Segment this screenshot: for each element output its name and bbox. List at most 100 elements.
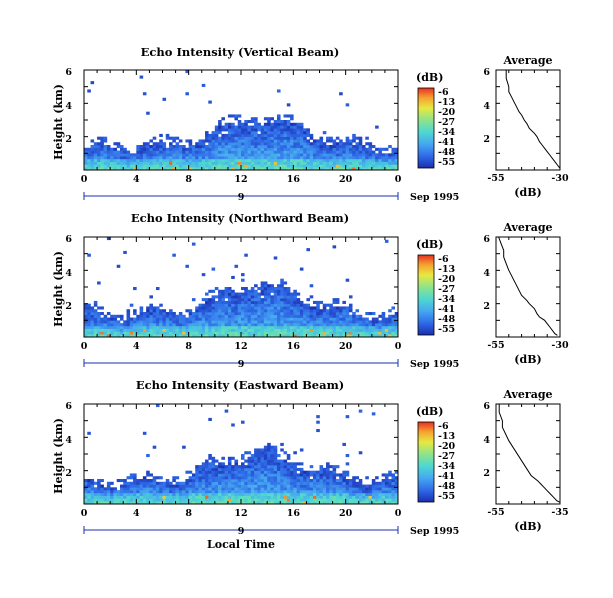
heatmap-cell (218, 147, 222, 151)
heatmap-cell (283, 476, 288, 480)
heatmap-cell (208, 317, 212, 321)
heatmap-cell (319, 314, 324, 318)
heatmap-cell (257, 303, 261, 307)
heatmap-cell (276, 136, 281, 140)
heatmap-cell (348, 328, 353, 332)
heatmap-cell (247, 495, 252, 499)
heatmap-cell (162, 323, 167, 327)
heatmap-cell (391, 306, 396, 310)
heatmap-cell (309, 487, 314, 491)
heatmap-cell (273, 456, 278, 460)
heatmap-cell (250, 325, 255, 329)
heatmap-cell (371, 492, 376, 496)
heatmap-cell (283, 473, 288, 477)
heatmap-cell (244, 323, 248, 327)
heatmap-cell (273, 459, 278, 463)
heatmap-cell (178, 164, 183, 168)
heatmap-cell (234, 320, 239, 324)
heatmap-cell (201, 139, 206, 143)
heatmap-cell (306, 150, 310, 154)
heatmap-cell (293, 156, 297, 160)
x-tick-label: 20 (339, 341, 353, 352)
heatmap-cell (299, 470, 304, 474)
heatmap-cell (342, 158, 346, 162)
heatmap-cell (84, 325, 88, 329)
heatmap-cell (342, 312, 346, 316)
heatmap-cell (312, 495, 317, 499)
heatmap-cell (142, 156, 147, 160)
heatmap-cell (257, 125, 261, 129)
heatmap-cell (299, 139, 304, 143)
heatmap-cell (175, 156, 180, 160)
heatmap-cell (155, 323, 160, 327)
heatmap-cell (263, 456, 268, 460)
heatmap-cell (191, 147, 196, 151)
heatmap-cell (329, 470, 333, 474)
heatmap-cell (312, 142, 317, 146)
heatmap-cell (244, 298, 248, 302)
heatmap-cell (149, 328, 153, 332)
heatmap-cell (142, 312, 147, 316)
heatmap-cell (159, 498, 163, 502)
heatmap-cell (247, 465, 252, 469)
heatmap-cell (270, 473, 275, 477)
heatmap-cell (339, 487, 343, 491)
heatmap-cell (276, 117, 281, 121)
heatmap-cell (201, 331, 206, 335)
heatmap-cell (260, 490, 265, 494)
heatmap-cell (254, 467, 258, 471)
heatmap-cell (208, 153, 212, 157)
heatmap-cell (263, 145, 268, 149)
heatmap-cell (306, 139, 310, 143)
heatmap-cell (316, 317, 320, 321)
heatmap-cell (375, 487, 379, 491)
heatmap-cell (201, 161, 206, 165)
heatmap-cell (355, 476, 360, 480)
heatmap-cell (365, 498, 369, 502)
heatmap-cell (155, 314, 160, 318)
heatmap-cell (381, 158, 386, 162)
heatmap-cell (280, 470, 284, 474)
heatmap-cell (312, 164, 317, 168)
heatmap-cell (286, 164, 291, 168)
heatmap-cell (254, 462, 258, 466)
heatmap-cell (149, 164, 153, 168)
heatmap-cell (362, 156, 366, 160)
heatmap-cell (221, 470, 225, 474)
heatmap-cell (368, 161, 373, 165)
heatmap-cell (224, 145, 229, 149)
heatmap-cell (280, 328, 284, 332)
heatmap-cell (322, 490, 327, 494)
heatmap-cell (205, 331, 209, 335)
heatmap-cell (394, 320, 399, 324)
heatmap-cell (241, 122, 245, 126)
heatmap-cell (332, 487, 337, 491)
heatmap-cell (283, 298, 288, 302)
heatmap-cell (244, 465, 248, 469)
heatmap-cell (227, 131, 232, 135)
heatmap-cell (283, 120, 288, 124)
heatmap-cell (218, 309, 222, 313)
heatmap-cell (188, 139, 193, 143)
heatmap-cell (381, 473, 386, 477)
heatmap-cell (113, 331, 118, 335)
heatmap-cell (368, 487, 373, 491)
heatmap-cell (195, 323, 199, 327)
heatmap-cell (152, 484, 157, 488)
heatmap-cell (276, 320, 281, 324)
heatmap-cell (178, 490, 183, 494)
heatmap-cell (316, 334, 320, 338)
heatmap-cell (221, 303, 225, 307)
heatmap-cell (260, 158, 265, 162)
heatmap-cell (280, 312, 284, 316)
heatmap-cell (211, 131, 216, 135)
heatmap-cell (293, 158, 297, 162)
heatmap-cell (348, 142, 353, 146)
heatmap-cell (303, 158, 307, 162)
heatmap-cell (211, 484, 216, 488)
heatmap-cell (185, 92, 189, 96)
heatmap-cell (276, 298, 281, 302)
heatmap-cell (185, 158, 189, 162)
heatmap-cell (312, 306, 317, 310)
heatmap-cell (201, 498, 206, 502)
